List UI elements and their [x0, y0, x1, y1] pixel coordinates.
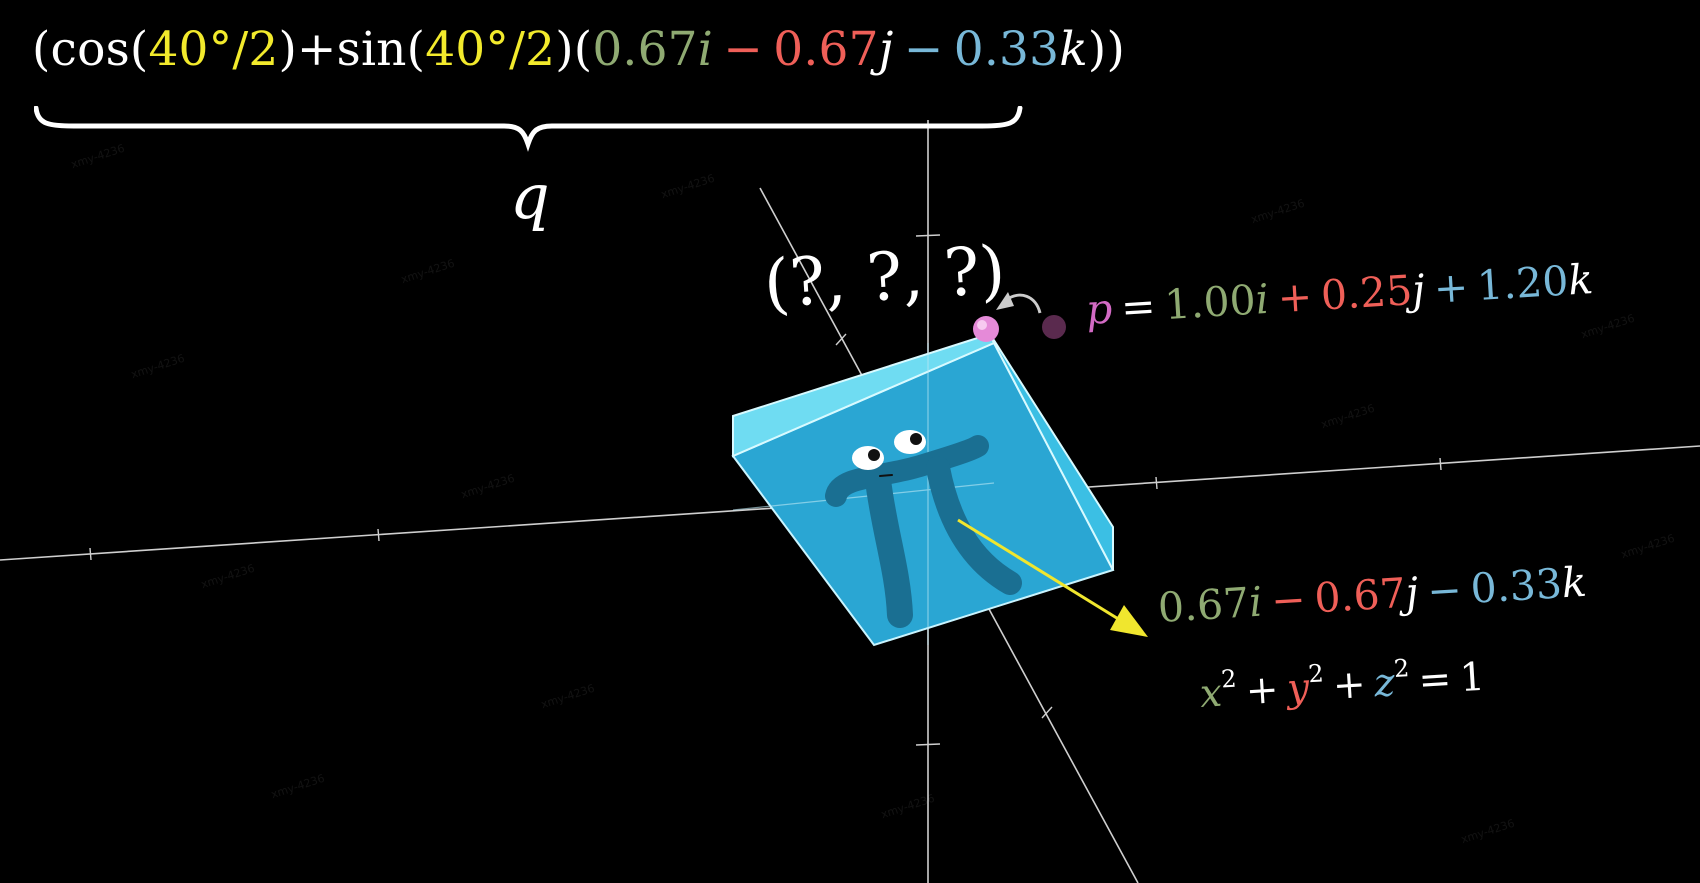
p-x-value: 1.00 — [1163, 275, 1258, 330]
axis-j-coefficient: 0.67 — [773, 22, 879, 77]
plus-sign: + — [1432, 262, 1470, 313]
rotated-cube — [731, 332, 1115, 647]
pi-creature-left-leg — [865, 467, 913, 628]
exponent: 2 — [1393, 654, 1411, 683]
exponent: 2 — [1307, 659, 1325, 689]
pi-creature — [825, 430, 1022, 628]
rotation-axis-arrow — [957, 518, 1148, 637]
pi-creature-mouth — [879, 474, 893, 477]
minus-sign: − — [903, 22, 944, 77]
underbrace — [34, 106, 1023, 152]
constant-one: 1 — [1458, 654, 1486, 702]
pi-creature-right-eye — [894, 430, 926, 454]
rotated-point — [973, 316, 999, 342]
p-z-value: 1.20 — [1475, 256, 1570, 311]
quaternion-formula: (cos(40°/2)+sin(40°/2)(0.67i −0.67j −0.33k… — [32, 22, 1125, 77]
axis-y-value: 0.67 — [1313, 568, 1408, 623]
unit-i: i — [697, 22, 714, 77]
exponent: 2 — [1220, 664, 1238, 694]
half-angle-cos: 40°/2 — [148, 22, 279, 77]
quaternion-label: q — [510, 160, 550, 233]
plus-sign: + — [1276, 272, 1314, 323]
axis-k-coefficient: 0.33 — [953, 22, 1060, 77]
plus-sign: + — [1331, 661, 1368, 709]
variable-y: y — [1285, 665, 1311, 712]
cos-function: cos — [50, 22, 130, 77]
equals-sign: = — [1417, 656, 1453, 704]
unit-j: j — [878, 22, 894, 77]
half-angle-sin: 40°/2 — [425, 22, 556, 77]
pi-creature-top-bar — [825, 435, 989, 507]
plus-sign: + — [297, 22, 337, 77]
minus-sign: − — [1425, 565, 1464, 616]
pi-creature-right-leg — [926, 456, 1022, 595]
unit-k: k — [1566, 255, 1595, 305]
pi-creature-left-eye — [852, 446, 884, 470]
point-name: p — [1084, 284, 1114, 334]
variable-x: x — [1198, 670, 1224, 717]
original-point-p — [1042, 315, 1066, 339]
axis-ticks — [89, 234, 1442, 746]
axis-i-coefficient: 0.67 — [592, 22, 698, 77]
rotation-curve-arrowhead — [996, 292, 1014, 310]
plus-sign: + — [1244, 667, 1280, 715]
variable-z: z — [1372, 660, 1397, 707]
minus-sign: − — [723, 22, 763, 77]
p-y-value: 0.25 — [1319, 266, 1414, 320]
close-paren: ) — [1106, 22, 1125, 77]
unit-k: k — [1560, 557, 1589, 608]
axis-z-value: 0.33 — [1469, 559, 1564, 613]
equals-sign: = — [1119, 281, 1157, 332]
axis-x-value: 0.67 — [1156, 578, 1251, 632]
sin-function: sin — [336, 22, 407, 77]
unknown-coordinates: (?, ?, ?) — [761, 231, 1008, 323]
unit-k: k — [1059, 22, 1088, 77]
open-paren: ( — [32, 22, 51, 77]
cube-front-face — [731, 341, 1115, 647]
minus-sign: − — [1269, 575, 1307, 626]
